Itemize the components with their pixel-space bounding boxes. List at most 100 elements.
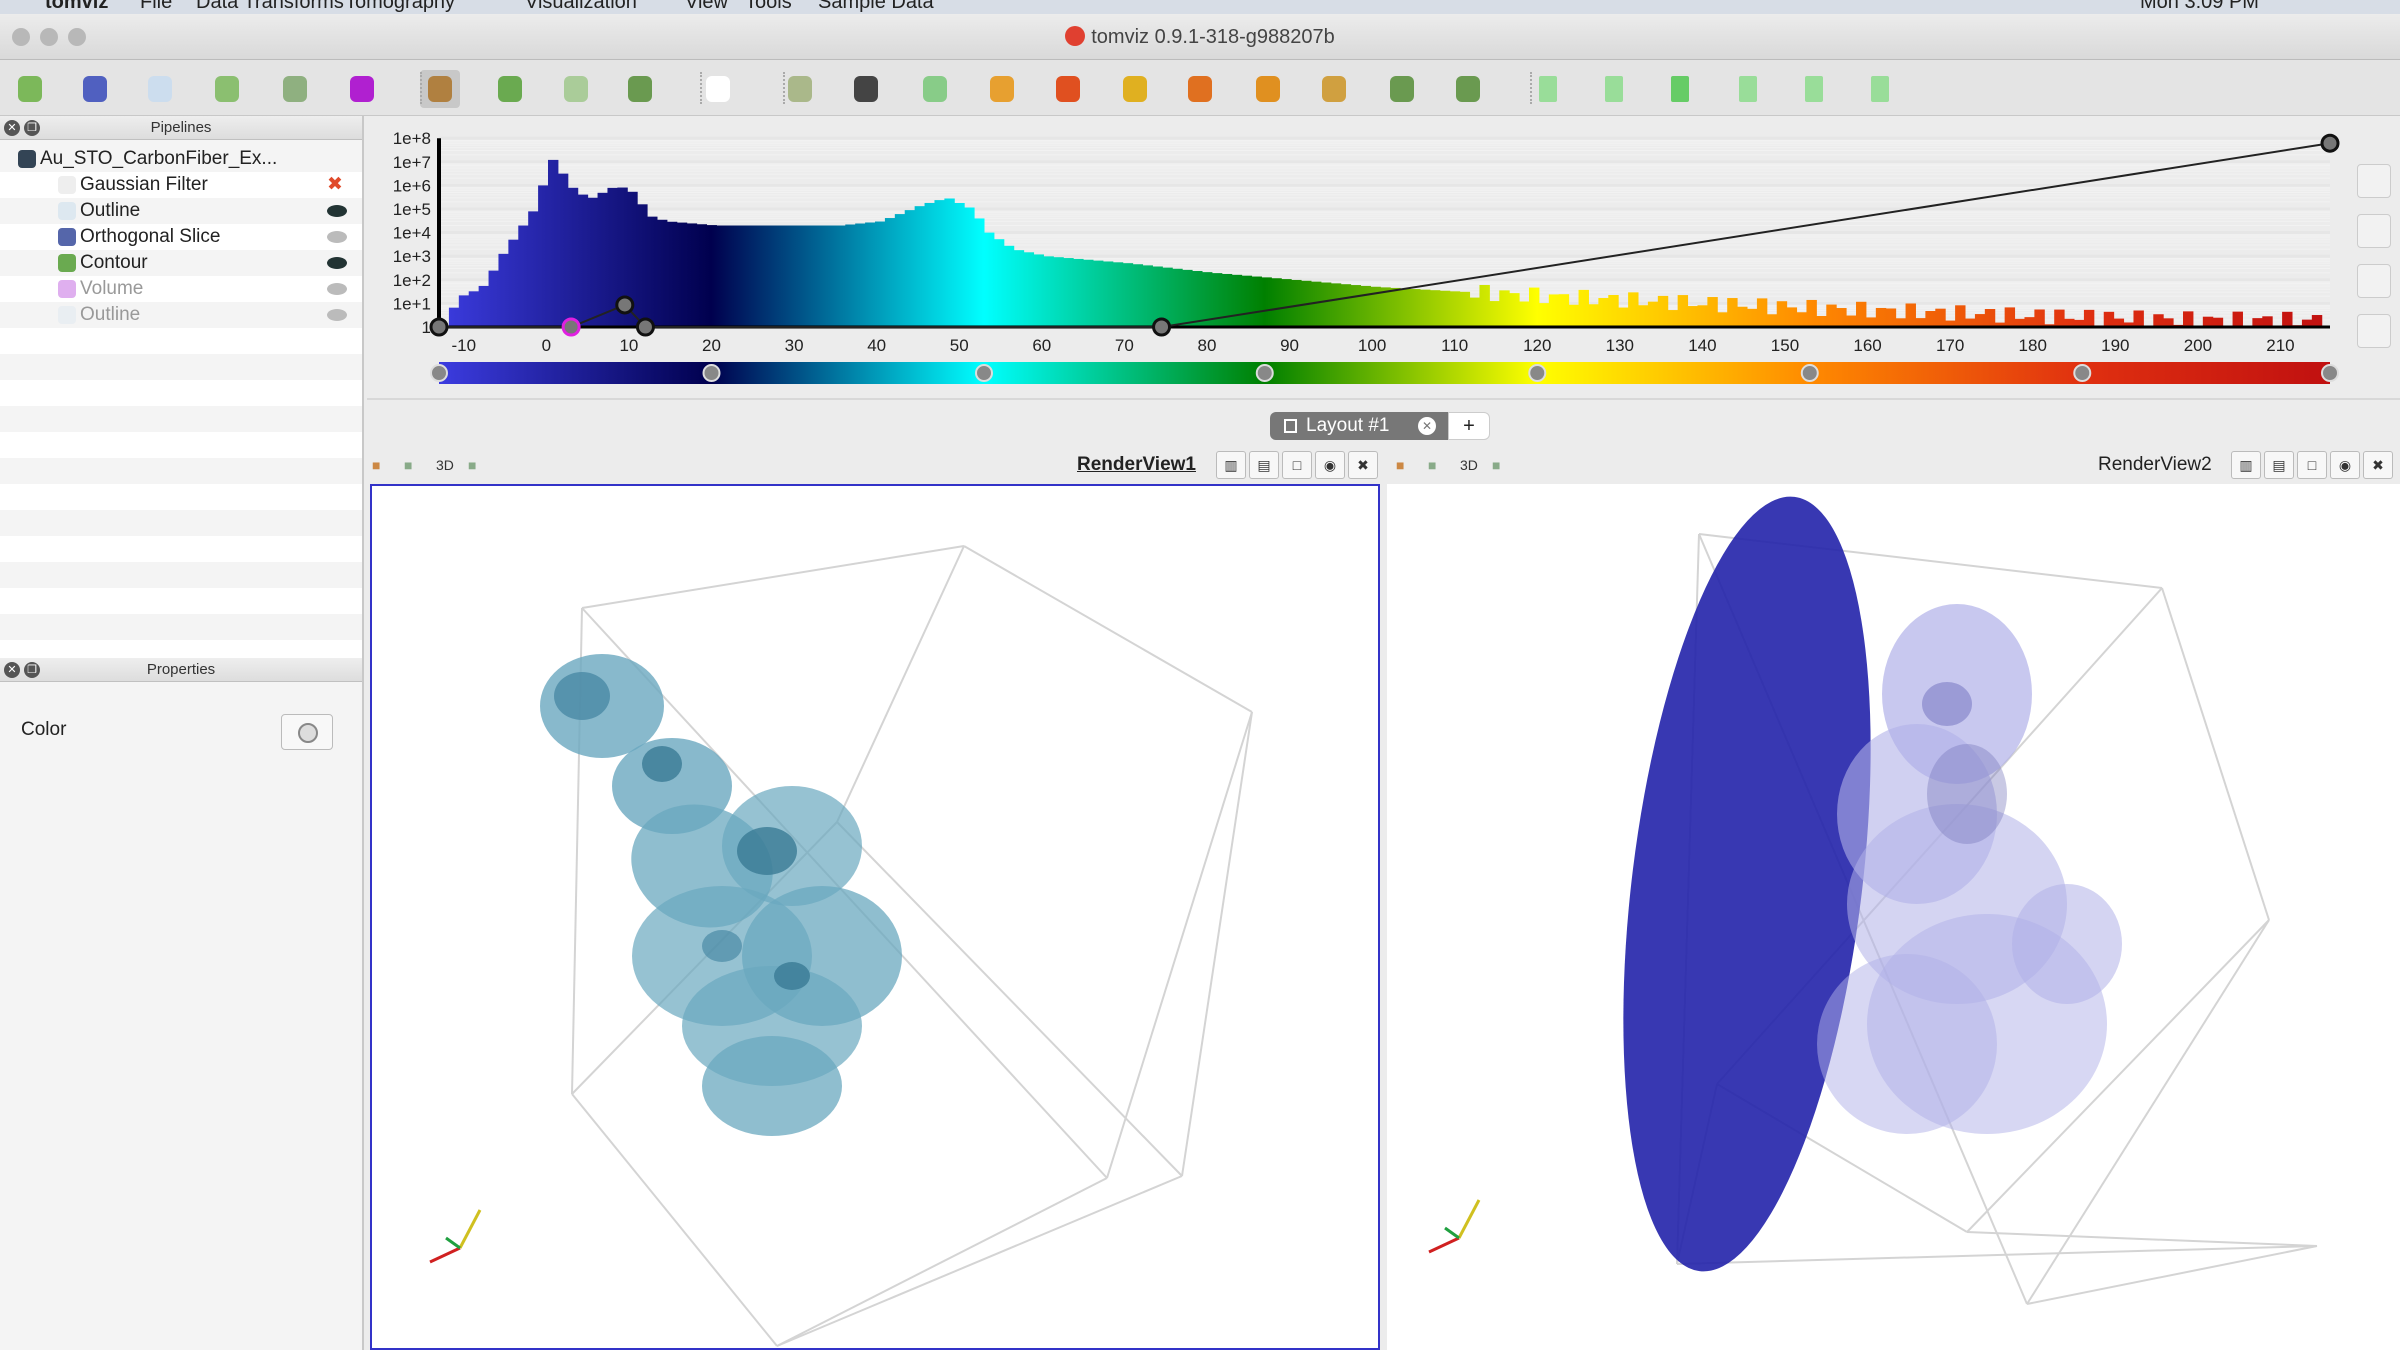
reset-orientation-icon[interactable]: ■ bbox=[1396, 457, 1405, 473]
close-view-button[interactable]: ✖ bbox=[2363, 451, 2393, 479]
preset-colormap-button[interactable] bbox=[2357, 214, 2391, 248]
opacity-control-point[interactable] bbox=[635, 317, 655, 337]
previous-frame-button[interactable] bbox=[1594, 70, 1634, 108]
color-control-point[interactable] bbox=[1800, 364, 1819, 382]
rotate-button[interactable] bbox=[490, 70, 530, 108]
color-control-point[interactable] bbox=[1255, 364, 1274, 382]
zoom-window-button[interactable] bbox=[68, 28, 86, 46]
opacity-control-point[interactable] bbox=[615, 295, 635, 315]
colormap-bar[interactable] bbox=[439, 362, 2330, 384]
pipeline-item[interactable]: Orthogonal Slice bbox=[0, 224, 362, 250]
rotate-disabled-button[interactable] bbox=[556, 70, 596, 108]
color-control-point[interactable] bbox=[702, 364, 721, 382]
histogram-transfer-function-editor[interactable]: 1 1e+1 1e+2 1e+3 1e+4 1e+5 1e+6 1e+7 1e+8 -10 0 10 2… bbox=[367, 122, 2342, 400]
menu-data-transforms[interactable]: Data Transforms bbox=[196, 0, 344, 13]
view-minus-x-button[interactable] bbox=[1048, 70, 1088, 108]
next-frame-button[interactable] bbox=[1728, 70, 1768, 108]
opacity-control-point[interactable] bbox=[1152, 317, 1172, 337]
hand-pointer-button[interactable] bbox=[698, 70, 738, 108]
menu-tomography[interactable]: Tomography bbox=[345, 0, 456, 13]
split-vertical-view-button[interactable]: ▤ bbox=[2264, 451, 2294, 479]
view-plus-y-button[interactable] bbox=[1115, 70, 1155, 108]
split-vertical-view-button[interactable]: ▤ bbox=[1249, 451, 1279, 479]
outline-button[interactable] bbox=[140, 70, 180, 108]
eye-hidden-icon[interactable] bbox=[327, 309, 347, 321]
reset-orientation-icon[interactable]: ■ bbox=[372, 457, 381, 473]
color-control-point[interactable] bbox=[2073, 364, 2092, 382]
tab-layout-1[interactable]: Layout #1 ✕ bbox=[1270, 412, 1448, 440]
undock-icon[interactable]: ❐ bbox=[24, 120, 40, 136]
volume-button[interactable] bbox=[342, 70, 382, 108]
pipeline-item[interactable]: Outline bbox=[0, 302, 362, 328]
toggle-rotation-icon[interactable]: ■ bbox=[1428, 457, 1437, 473]
opacity-control-point[interactable] bbox=[429, 317, 449, 337]
rotate-minus-90-button[interactable] bbox=[1448, 70, 1488, 108]
close-window-button[interactable] bbox=[12, 28, 30, 46]
view-minus-z-button[interactable] bbox=[1314, 70, 1354, 108]
color-control-point[interactable] bbox=[1528, 364, 1547, 382]
color-control-point[interactable] bbox=[2321, 364, 2339, 382]
pipeline-item[interactable]: Volume bbox=[0, 276, 362, 302]
opacity-control-point[interactable] bbox=[2320, 133, 2340, 153]
menu-tomviz[interactable]: tomviz bbox=[45, 0, 109, 13]
close-tab-icon[interactable]: ✕ bbox=[1418, 417, 1436, 435]
split-horizontal-view-button[interactable]: ▥ bbox=[1216, 451, 1246, 479]
reset-camera-button[interactable] bbox=[780, 70, 820, 108]
close-icon[interactable]: ✕ bbox=[4, 662, 20, 678]
undock-icon[interactable]: ❐ bbox=[24, 662, 40, 678]
reset-range-button[interactable] bbox=[2357, 164, 2391, 198]
eye-visible-icon[interactable] bbox=[327, 205, 347, 217]
pipeline-item[interactable]: Gaussian Filter ✖ bbox=[0, 172, 362, 198]
menu-tools[interactable]: Tools bbox=[745, 0, 792, 13]
color-control-point[interactable] bbox=[430, 364, 448, 382]
menu-file[interactable]: File bbox=[140, 0, 173, 13]
view-plus-x-button[interactable] bbox=[982, 70, 1022, 108]
orthogonal-slice-button[interactable] bbox=[75, 70, 115, 108]
capture-icon[interactable]: ■ bbox=[1492, 457, 1501, 473]
menu-sample-data[interactable]: Sample Data bbox=[818, 0, 934, 13]
splitter[interactable] bbox=[367, 398, 2400, 400]
menu-view[interactable]: View bbox=[685, 0, 728, 13]
split-horizontal-view-button[interactable]: ▥ bbox=[2231, 451, 2261, 479]
eye-visible-icon[interactable] bbox=[327, 257, 347, 269]
zoom-to-box-button[interactable] bbox=[915, 70, 955, 108]
loop-button[interactable] bbox=[1860, 70, 1900, 108]
opacity-control-point[interactable] bbox=[561, 317, 581, 337]
restore-view-button[interactable]: ◉ bbox=[2330, 451, 2360, 479]
data-reset-button[interactable] bbox=[846, 70, 886, 108]
gradient-opacity-button[interactable] bbox=[2357, 264, 2391, 298]
capture-icon[interactable]: ■ bbox=[468, 457, 477, 473]
first-frame-button[interactable] bbox=[1528, 70, 1568, 108]
delete-icon[interactable]: ✖ bbox=[327, 174, 343, 195]
render-view-2[interactable] bbox=[1387, 484, 2400, 1350]
3d-mode-icon[interactable]: 3D bbox=[436, 457, 454, 473]
rotate-plus-90-button[interactable] bbox=[1382, 70, 1422, 108]
toggle-rotation-icon[interactable]: ■ bbox=[404, 457, 413, 473]
play-button[interactable] bbox=[1660, 70, 1700, 108]
maximize-view-button[interactable]: □ bbox=[2297, 451, 2327, 479]
clip-button[interactable] bbox=[207, 70, 247, 108]
view-plus-z-button[interactable] bbox=[1248, 70, 1288, 108]
rotate-cursor-button[interactable] bbox=[620, 70, 660, 108]
pipeline-item[interactable]: Outline bbox=[0, 198, 362, 224]
eye-hidden-icon[interactable] bbox=[327, 283, 347, 295]
3d-mode-icon[interactable]: 3D bbox=[1460, 457, 1478, 473]
add-layout-tab-button[interactable]: + bbox=[1448, 412, 1490, 440]
color-picker-button[interactable] bbox=[281, 714, 333, 750]
pipeline-item[interactable]: Au_STO_CarbonFiber_Ex... bbox=[0, 146, 362, 172]
close-icon[interactable]: ✕ bbox=[4, 120, 20, 136]
minimize-window-button[interactable] bbox=[40, 28, 58, 46]
restore-view-button[interactable]: ◉ bbox=[1315, 451, 1345, 479]
save-colormap-button[interactable] bbox=[2357, 314, 2391, 348]
threshold-button[interactable] bbox=[275, 70, 315, 108]
menu-visualization[interactable]: Visualization bbox=[525, 0, 637, 13]
interaction-mode-button[interactable] bbox=[420, 70, 460, 108]
eye-hidden-icon[interactable] bbox=[327, 231, 347, 243]
maximize-view-button[interactable]: □ bbox=[1282, 451, 1312, 479]
contour-button[interactable] bbox=[10, 70, 50, 108]
view-minus-y-button[interactable] bbox=[1180, 70, 1220, 108]
render-view-1[interactable] bbox=[370, 484, 1380, 1350]
close-view-button[interactable]: ✖ bbox=[1348, 451, 1378, 479]
color-control-point[interactable] bbox=[975, 364, 994, 382]
last-frame-button[interactable] bbox=[1794, 70, 1834, 108]
